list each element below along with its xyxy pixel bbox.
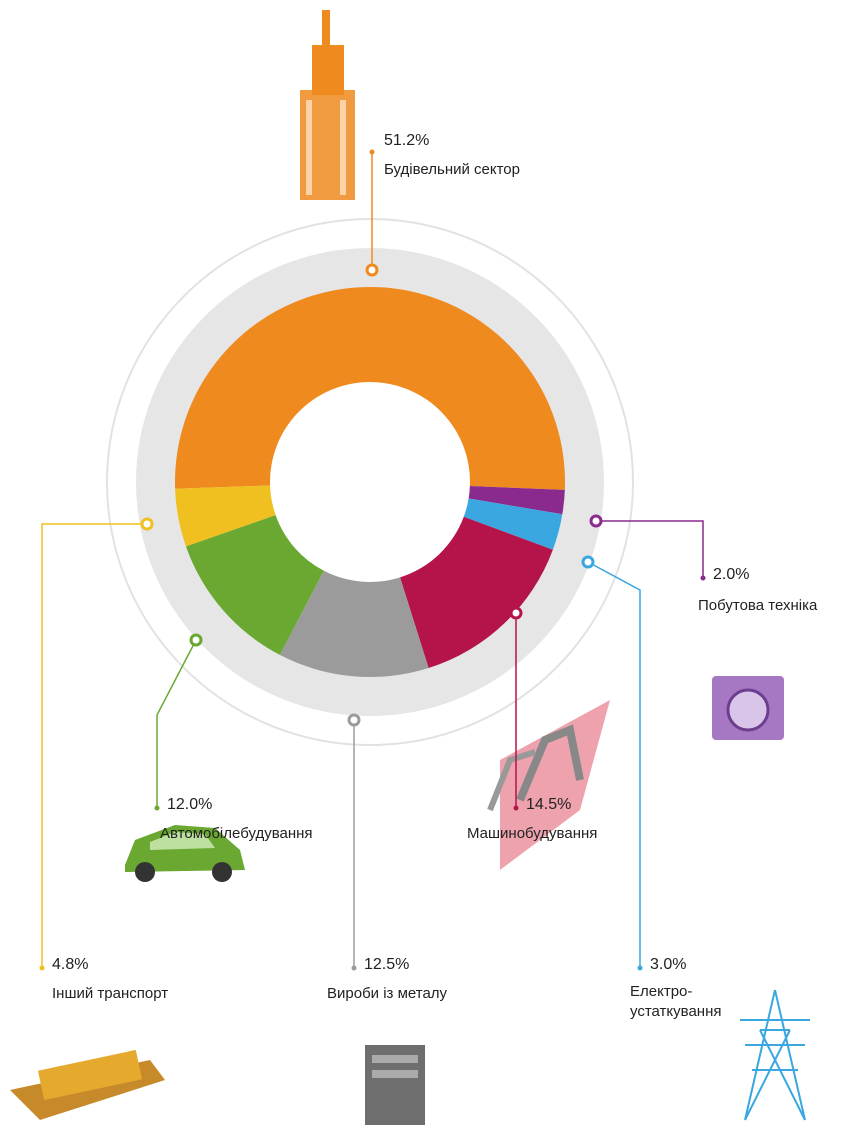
connector-end	[351, 965, 357, 971]
robot-icon	[487, 700, 610, 870]
category-label: Машинобудування	[467, 825, 598, 842]
ship-icon	[10, 1049, 165, 1120]
washer-icon	[712, 676, 784, 740]
value-label: 2.0%	[713, 566, 750, 583]
connector-line	[596, 520, 704, 578]
category-label: Автомобілебудування	[160, 825, 313, 842]
connector-end	[154, 805, 160, 811]
connector-end	[700, 575, 706, 581]
band-dot	[589, 514, 603, 528]
donut-segment	[468, 486, 565, 515]
value-label: 3.0%	[650, 956, 687, 973]
donut-segment	[400, 516, 553, 668]
connector-end	[513, 805, 519, 811]
category-label: Будівельний сектор	[384, 161, 520, 178]
band-dot	[347, 713, 361, 727]
category-label: Побутова техніка	[698, 597, 818, 614]
value-label: 14.5%	[526, 796, 572, 813]
donut-segment	[279, 570, 429, 677]
band-dot	[189, 633, 203, 647]
category-label: Інший транспорт	[52, 985, 169, 1002]
car-icon	[125, 825, 245, 882]
donut-segment	[175, 287, 565, 490]
donut-segment	[463, 498, 563, 550]
server-icon	[365, 1045, 425, 1125]
connector-end	[369, 149, 375, 155]
connector-end	[39, 965, 45, 971]
connector-line	[587, 561, 641, 968]
value-label: 12.0%	[167, 796, 213, 813]
connector-line	[156, 639, 197, 808]
connector-line	[41, 523, 147, 968]
donut-segment	[185, 515, 324, 655]
band-dot	[581, 555, 595, 569]
category-label: Електро- устаткування	[630, 983, 722, 1020]
band-dot	[365, 263, 379, 277]
donut-segment	[175, 485, 276, 547]
connector-end	[637, 965, 643, 971]
skyscraper-icon	[300, 10, 355, 200]
value-label: 4.8%	[52, 956, 89, 973]
tower-icon	[740, 989, 810, 1121]
value-label: 12.5%	[364, 956, 410, 973]
outer-ring	[106, 218, 634, 746]
band-dot	[509, 606, 523, 620]
band-dot	[140, 517, 154, 531]
category-label: Вироби із металу	[327, 985, 448, 1002]
value-label: 51.2%	[384, 132, 430, 149]
